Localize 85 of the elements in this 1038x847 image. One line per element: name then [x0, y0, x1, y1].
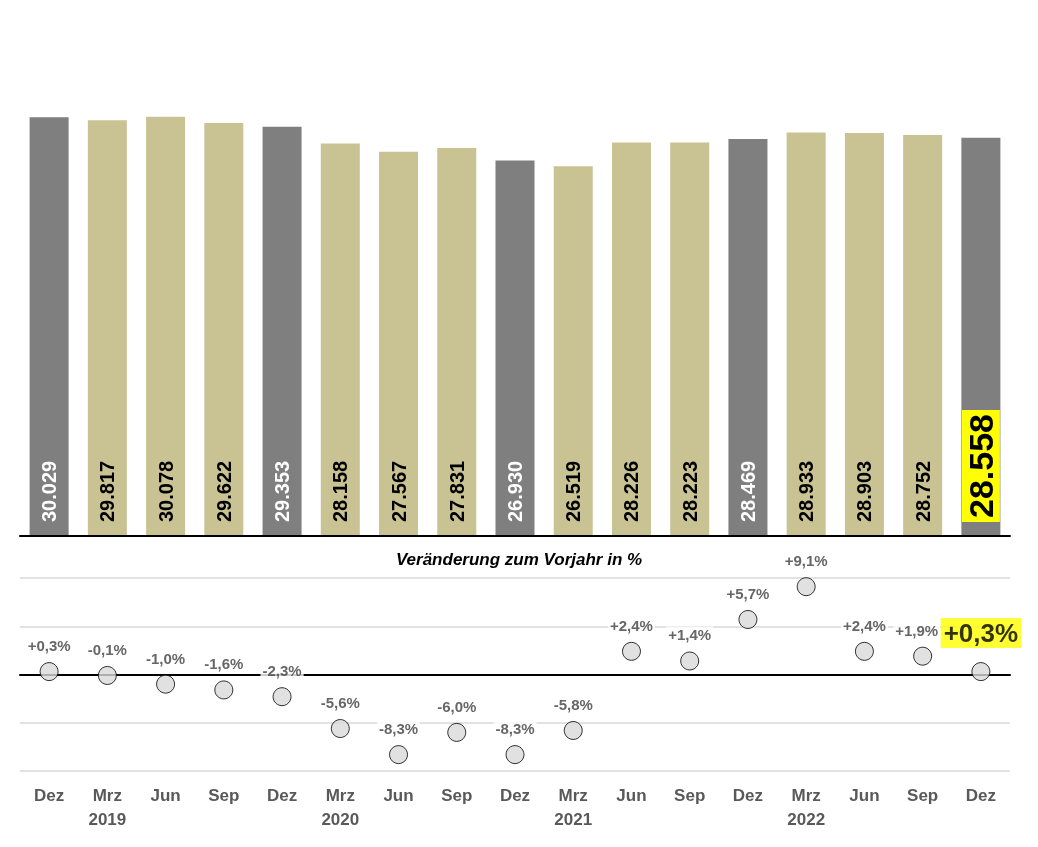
- data-label: 28.933: [795, 460, 818, 522]
- data-label: 29.817: [96, 460, 119, 522]
- data-label: +1,9%: [895, 621, 939, 639]
- x-tick-label: Mrz 2020: [321, 785, 360, 829]
- point: [330, 719, 350, 739]
- x-tick-label: Mrz 2021: [554, 785, 593, 829]
- chart-title: Veränderung zum Vorjahr in %: [395, 550, 643, 569]
- data-label: -0,1%: [87, 640, 127, 658]
- data-label: 27.567: [387, 460, 410, 522]
- bar: [262, 126, 302, 536]
- point: [621, 641, 641, 661]
- data-label: 28.223: [678, 460, 701, 522]
- x-tick-label: Mrz 2019: [88, 785, 127, 829]
- point: [913, 646, 933, 666]
- data-label: +0,3%: [27, 637, 71, 655]
- data-label: 28.752: [911, 460, 934, 522]
- bar: [611, 142, 651, 536]
- data-label: 28.903: [853, 460, 876, 522]
- point: [796, 577, 816, 597]
- data-label: 28.469: [736, 460, 759, 522]
- point: [971, 662, 991, 682]
- x-tick-label: Sep: [208, 785, 240, 805]
- bar: [379, 151, 419, 536]
- data-label: -6,0%: [437, 697, 477, 715]
- data-label: +0,3%: [943, 618, 1019, 649]
- x-tick-label: Mrz 2022: [787, 785, 826, 829]
- point: [156, 674, 176, 694]
- point: [272, 687, 292, 707]
- bar: [553, 166, 593, 536]
- data-label: 28.226: [620, 460, 643, 522]
- bar: [320, 143, 360, 536]
- bar: [204, 122, 244, 536]
- x-tick-label: Jun: [383, 785, 414, 805]
- x-tick-label: Sep: [441, 785, 473, 805]
- x-tick-label: Dez: [499, 785, 531, 805]
- point: [97, 665, 117, 685]
- point: [389, 745, 409, 765]
- point: [39, 662, 59, 682]
- data-label: +5,7%: [726, 584, 770, 602]
- x-tick-label: Dez: [34, 785, 65, 805]
- bar: [786, 132, 826, 536]
- data-label: 26.519: [562, 460, 585, 522]
- point: [447, 722, 467, 742]
- x-tick-label: Dez: [965, 785, 996, 805]
- bar: [146, 116, 186, 536]
- point: [738, 610, 758, 629]
- point: [214, 680, 234, 700]
- data-label: 28.158: [329, 460, 352, 522]
- bar: [903, 135, 943, 536]
- data-label: 29.622: [212, 460, 235, 522]
- data-label: 28.558: [961, 414, 1000, 518]
- data-label: 26.930: [504, 460, 526, 522]
- x-tick-label: Jun: [150, 785, 181, 805]
- data-label: -8,3%: [495, 720, 535, 738]
- data-label: +1,4%: [668, 626, 712, 644]
- data-label: -5,6%: [320, 694, 360, 712]
- data-label: -1,0%: [145, 649, 186, 667]
- bar: [670, 142, 710, 536]
- data-label: -8,3%: [378, 720, 419, 738]
- point: [854, 641, 874, 661]
- data-label: 29.353: [271, 460, 294, 522]
- data-label: +2,4%: [609, 616, 653, 634]
- data-label: 27.831: [445, 460, 468, 522]
- data-label: +9,1%: [784, 552, 828, 570]
- data-label: 30.029: [38, 460, 61, 522]
- x-tick-label: Dez: [266, 785, 298, 805]
- x-tick-label: Sep: [674, 785, 706, 805]
- data-label: 30.078: [154, 460, 177, 522]
- point: [680, 651, 700, 671]
- bar: [728, 139, 768, 536]
- bar: [495, 160, 535, 536]
- data-label: -1,6%: [204, 655, 244, 673]
- bar: [87, 120, 127, 536]
- bar: [29, 117, 69, 536]
- bar: [844, 133, 884, 536]
- data-label: -2,3%: [262, 662, 302, 680]
- x-tick-label: Jun: [616, 785, 647, 805]
- x-tick-label: Sep: [907, 785, 939, 805]
- point: [505, 745, 525, 765]
- bar: [437, 147, 477, 536]
- data-label: +2,4%: [842, 616, 886, 634]
- x-tick-label: Dez: [732, 785, 764, 805]
- data-label: -5,8%: [553, 695, 593, 713]
- point: [563, 720, 583, 740]
- x-tick-label: Jun: [849, 785, 880, 805]
